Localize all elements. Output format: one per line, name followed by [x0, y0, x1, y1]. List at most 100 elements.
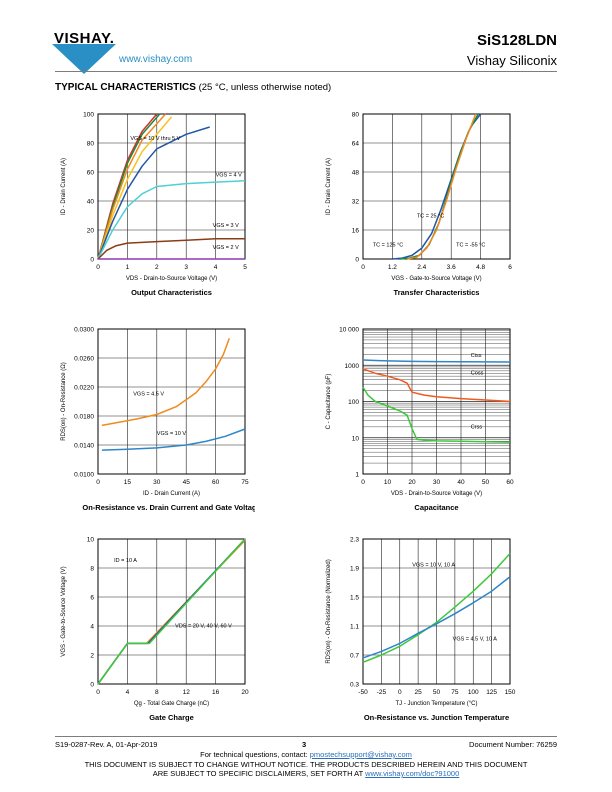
- y-tick-label: 10: [87, 537, 95, 544]
- series-line-2: [362, 386, 511, 443]
- y-tick-label: 80: [352, 112, 360, 119]
- x-tick-label: 50: [482, 479, 490, 486]
- x-tick-label: 4.8: [476, 264, 485, 271]
- x-axis-label: ID - Drain Current (A): [143, 491, 200, 497]
- annotation: VGS = 3 V: [213, 223, 239, 229]
- y-tick-label: 2.3: [350, 537, 359, 544]
- contact-line: For technical questions, contact: pmoste…: [0, 750, 612, 759]
- x-tick-label: 0: [96, 689, 100, 696]
- x-tick-label: 75: [451, 689, 459, 696]
- y-tick-label: 1: [355, 472, 359, 479]
- annotation: TC = -55 °C: [456, 242, 485, 248]
- y-tick-label: 0.0100: [74, 472, 94, 479]
- x-tick-label: 150: [505, 689, 516, 696]
- y-tick-label: 48: [352, 170, 360, 177]
- series-line-1: [362, 368, 511, 403]
- annotation: VGS = 2 V: [213, 245, 239, 251]
- y-axis-label: VGS - Gate-to-Source Voltage (V): [61, 566, 67, 656]
- annotation: Crss: [471, 424, 483, 430]
- x-tick-label: 20: [408, 479, 416, 486]
- chart-title: Capacitance: [414, 503, 458, 512]
- x-tick-label: 20: [241, 689, 249, 696]
- x-tick-label: 30: [433, 479, 441, 486]
- y-tick-label: 0.3: [350, 682, 359, 689]
- chart-onres: 0 15 30 45 60 75 0.0100 0.0140 0.0180 0.0220 0.026…: [61, 327, 255, 513]
- series-line-2: [97, 113, 167, 260]
- x-tick-label: 1: [126, 264, 130, 271]
- x-axis-label: VDS - Drain-to-Source Voltage (V): [391, 491, 482, 497]
- part-number: SiS128LDN: [476, 32, 557, 49]
- y-tick-label: 80: [87, 141, 95, 148]
- annotation: ID = 10 A: [114, 558, 137, 564]
- x-tick-label: 45: [183, 479, 191, 486]
- series-line-0: [101, 338, 231, 427]
- vishay-logo: VISHAY.: [52, 30, 116, 74]
- annotation: VGS = 10 V: [157, 431, 187, 437]
- x-tick-label: 50: [433, 689, 441, 696]
- series-line-1: [362, 576, 511, 659]
- x-tick-label: 15: [124, 479, 132, 486]
- website-link[interactable]: www.vishay.com: [119, 54, 193, 65]
- y-tick-label: 0.0220: [74, 385, 94, 392]
- x-tick-label: 100: [468, 689, 479, 696]
- brand-name: VISHAY.: [54, 30, 115, 47]
- series-line-1: [101, 428, 246, 451]
- x-axis-label: VDS - Drain-to-Source Voltage (V): [126, 276, 217, 282]
- x-axis-label: Qg - Total Gate Charge (nC): [134, 701, 209, 707]
- contact-prefix: For technical questions, contact:: [200, 750, 310, 759]
- doc-revision: S19-0287-Rev. A, 01-Apr-2019: [55, 740, 158, 749]
- document-number: Document Number: 76259: [469, 740, 557, 749]
- section-title: TYPICAL CHARACTERISTICS: [55, 82, 196, 93]
- chart-output: 0 1 2 3 4 5 0 20 40 60 80 100 VDS - Drain-to-Source …: [61, 112, 247, 298]
- page-number: 3: [302, 740, 307, 749]
- x-tick-label: 3.6: [447, 264, 456, 271]
- disclaimer-line-1: THIS DOCUMENT IS SUBJECT TO CHANGE WITHO…: [84, 760, 528, 769]
- annotation: VDS = 20 V, 40 V, 60 V: [175, 623, 232, 629]
- annotation: Coss: [471, 371, 484, 377]
- y-tick-label: 20: [87, 228, 95, 235]
- disclaimer-link[interactable]: www.vishay.com/doc?91000: [365, 769, 460, 778]
- series-line-3: [97, 116, 173, 260]
- chart-title: On-Resistance vs. Junction Temperature: [364, 713, 509, 722]
- series-line-5: [97, 179, 246, 260]
- section-note: (25 °C, unless otherwise noted): [198, 82, 332, 93]
- y-tick-label: 0.7: [350, 653, 359, 660]
- x-axis-label: TJ - Junction Temperature (°C): [396, 701, 478, 707]
- x-tick-label: -25: [377, 689, 387, 696]
- x-tick-label: 60: [212, 479, 220, 486]
- contact-email-link[interactable]: pmostechsupport@vishay.com: [309, 750, 412, 759]
- grid: [362, 328, 511, 475]
- x-tick-label: 0: [398, 689, 402, 696]
- y-tick-label: 1.5: [350, 595, 359, 602]
- y-tick-label: 6: [90, 595, 94, 602]
- y-axis-label: RDS(on) - On-Resistance (Normalized): [326, 559, 332, 663]
- y-tick-label: 0: [90, 257, 94, 264]
- y-tick-label: 2: [90, 653, 94, 660]
- annotation: TC = 25 °C: [417, 213, 444, 219]
- x-tick-label: -50: [358, 689, 368, 696]
- grid: [97, 328, 246, 475]
- y-tick-label: 1000: [345, 363, 360, 370]
- y-tick-label: 0: [355, 257, 359, 264]
- annotation: VGS = 4.5 V: [133, 392, 164, 398]
- x-tick-label: 40: [457, 479, 465, 486]
- x-tick-label: 0: [96, 479, 100, 486]
- y-axis-label: C - Capacitance (pF): [326, 374, 332, 430]
- y-tick-label: 60: [87, 170, 95, 177]
- x-tick-label: 0: [361, 479, 365, 486]
- y-tick-label: 40: [87, 199, 95, 206]
- y-axis-label: ID - Drain Current (A): [61, 158, 67, 215]
- x-tick-label: 0: [96, 264, 100, 271]
- x-tick-label: 2: [155, 264, 159, 271]
- chart-capacitance: 0 10 20 30 40 50 60 1 10 100 1000 10 000 VDS - Drain…: [326, 327, 514, 513]
- y-axis-label: ID - Drain Current (A): [326, 158, 332, 215]
- series-line-4: [97, 126, 210, 260]
- header-rule: [55, 71, 557, 72]
- plot-frame: [362, 538, 511, 685]
- y-tick-label: 0.0260: [74, 356, 94, 363]
- chart-onres-temp: -50 -25 0 25 50 75 100 125 150 0.3 0.7 1.1 1.5 1.9 2.3…: [326, 537, 516, 723]
- y-tick-label: 8: [90, 566, 94, 573]
- annotation: VGS = 10 V thru 5 V: [130, 136, 180, 142]
- y-tick-label: 64: [352, 141, 360, 148]
- disclaimer-line-2: ARE SUBJECT TO SPECIFIC DISCLAIMERS, SET…: [0, 769, 612, 778]
